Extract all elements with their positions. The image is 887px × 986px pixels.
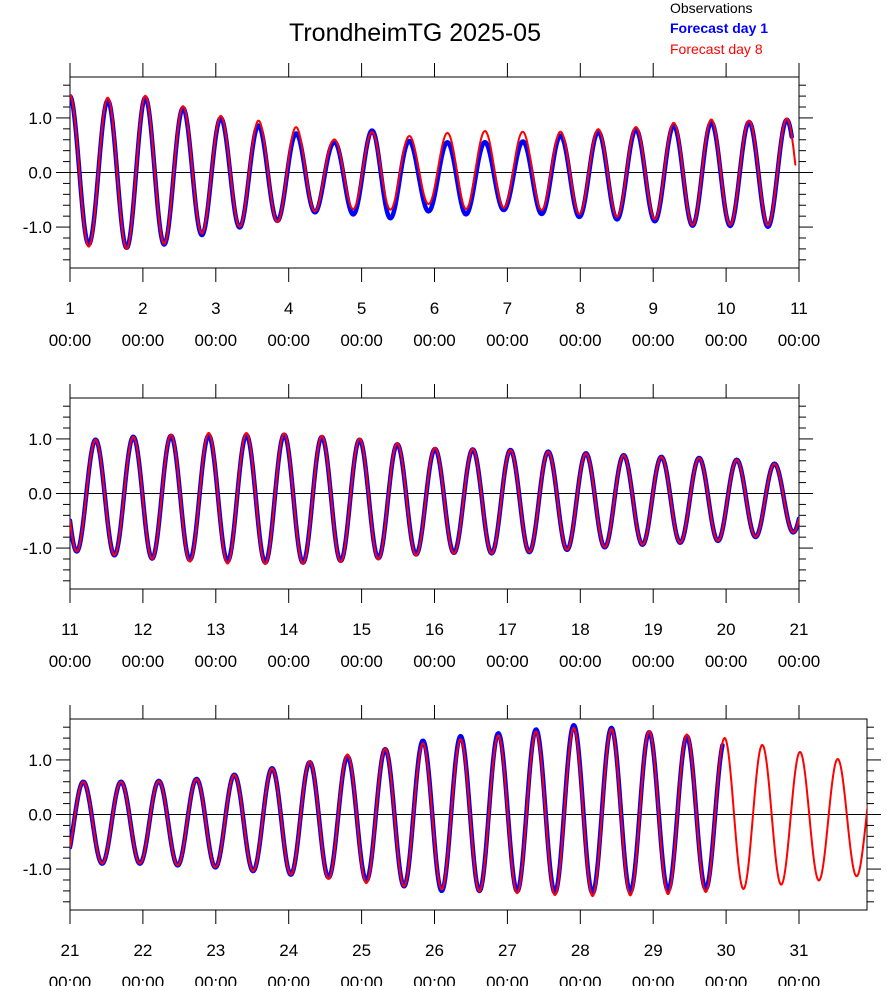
x-tick-label-time: 00:00 [340, 331, 383, 350]
x-tick-label-time: 00:00 [413, 331, 456, 350]
x-tick-label-day: 13 [206, 620, 225, 639]
x-tick-label-time: 00:00 [340, 652, 383, 671]
x-tick-label-day: 25 [352, 941, 371, 960]
x-tick-label-day: 28 [571, 941, 590, 960]
panels: -1.0 0.0 1.0 1 00:00 2 00:00 3 00:00 4 00:00 5 00:00… [23, 63, 881, 986]
x-tick-label-time: 00:00 [122, 652, 165, 671]
x-tick-label-time: 00:00 [49, 652, 92, 671]
x-tick-label-time: 00:00 [559, 652, 602, 671]
x-tick-label-time: 00:00 [413, 973, 456, 986]
x-tick-label-day: 22 [133, 941, 152, 960]
x-tick-label-time: 00:00 [486, 652, 529, 671]
series-group [70, 725, 872, 896]
panel-3: -1.0 0.0 1.0 21 00:00 22 00:00 23 00:00 24 00:00 25… [23, 705, 881, 986]
series-forecast-day-8 [70, 95, 795, 249]
x-tick-label-day: 9 [648, 299, 657, 318]
series-group [70, 95, 795, 249]
x-tick-label-day: 17 [498, 620, 517, 639]
x-tick-label-time: 00:00 [195, 331, 238, 350]
x-tick-label-day: 23 [206, 941, 225, 960]
x-tick-label-time: 00:00 [267, 973, 310, 986]
panel-1: -1.0 0.0 1.0 1 00:00 2 00:00 3 00:00 4 00:00 5 00:00… [23, 63, 821, 350]
x-tick-label-day: 24 [279, 941, 298, 960]
x-tick-label-time: 00:00 [122, 331, 165, 350]
x-tick-label-time: 00:00 [195, 652, 238, 671]
x-tick-label-day: 11 [61, 620, 79, 639]
x-tick-label-day: 31 [790, 941, 809, 960]
x-tick-label-day: 7 [503, 299, 512, 318]
x-tick-label-time: 00:00 [778, 331, 821, 350]
x-tick-label-day: 20 [717, 620, 736, 639]
x-tick-label-time: 00:00 [486, 331, 529, 350]
x-tick-label-time: 00:00 [49, 331, 92, 350]
x-tick-label-day: 30 [717, 941, 736, 960]
x-tick-label-day: 29 [644, 941, 663, 960]
x-tick-label-time: 00:00 [559, 973, 602, 986]
x-tick-label-day: 4 [284, 299, 293, 318]
x-tick-label-time: 00:00 [632, 331, 675, 350]
x-tick-label-day: 14 [279, 620, 298, 639]
x-tick-label-day: 10 [717, 299, 736, 318]
y-tick-label: 0.0 [28, 806, 52, 825]
x-tick-label-time: 00:00 [705, 331, 748, 350]
x-tick-label-day: 12 [133, 620, 152, 639]
x-tick-label-day: 18 [571, 620, 590, 639]
x-tick-label-day: 2 [138, 299, 147, 318]
x-tick-label-time: 00:00 [778, 973, 821, 986]
x-tick-label-time: 00:00 [413, 652, 456, 671]
y-tick-label: -1.0 [23, 218, 52, 237]
x-tick-label-time: 00:00 [632, 973, 675, 986]
x-tick-label-day: 26 [425, 941, 444, 960]
x-tick-label-day: 15 [352, 620, 371, 639]
legend-observations: Observations [670, 0, 752, 16]
x-tick-label-day: 11 [790, 299, 808, 318]
x-tick-label-time: 00:00 [705, 652, 748, 671]
x-tick-label-time: 00:00 [486, 973, 529, 986]
x-tick-label-time: 00:00 [705, 973, 748, 986]
x-tick-label-time: 00:00 [559, 331, 602, 350]
x-tick-label-time: 00:00 [340, 973, 383, 986]
x-tick-label-time: 00:00 [778, 652, 821, 671]
x-tick-label-day: 21 [61, 941, 80, 960]
legend-forecast-day-1: Forecast day 1 [670, 20, 768, 36]
y-tick-label: 1.0 [28, 751, 52, 770]
x-tick-label-day: 21 [790, 620, 809, 639]
y-tick-label: -1.0 [23, 539, 52, 558]
x-tick-label-time: 00:00 [267, 331, 310, 350]
x-tick-label-time: 00:00 [632, 652, 675, 671]
x-tick-label-day: 19 [644, 620, 663, 639]
legend-forecast-day-8: Forecast day 8 [670, 41, 763, 57]
series-group [70, 433, 799, 564]
x-tick-label-day: 6 [430, 299, 439, 318]
y-tick-label: 0.0 [28, 485, 52, 504]
x-tick-label-day: 8 [576, 299, 585, 318]
chart-title: TrondheimTG 2025-05 [289, 19, 541, 47]
y-tick-label: 1.0 [28, 430, 52, 449]
x-tick-label-day: 27 [498, 941, 517, 960]
x-tick-label-time: 00:00 [49, 973, 92, 986]
y-tick-label: -1.0 [23, 860, 52, 879]
x-tick-label-time: 00:00 [122, 973, 165, 986]
x-tick-label-day: 3 [211, 299, 220, 318]
x-tick-label-time: 00:00 [195, 973, 238, 986]
y-tick-label: 0.0 [28, 164, 52, 183]
panel-2: -1.0 0.0 1.0 11 00:00 12 00:00 13 00:00 14 00:00 15… [23, 384, 821, 671]
x-tick-label-day: 1 [65, 299, 74, 318]
x-tick-label-day: 5 [357, 299, 366, 318]
legend: Observations Forecast day 1 Forecast day… [670, 0, 768, 57]
y-tick-label: 1.0 [28, 109, 52, 128]
x-tick-label-time: 00:00 [267, 652, 310, 671]
x-tick-label-day: 16 [425, 620, 444, 639]
